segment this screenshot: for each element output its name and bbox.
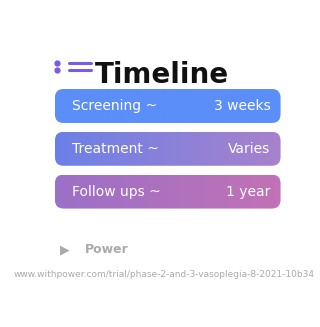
Text: 1 year: 1 year [226,184,271,198]
Text: Power: Power [84,243,128,256]
Text: 3 weeks: 3 weeks [214,99,271,113]
Text: ▶: ▶ [60,243,69,256]
Text: Treatment ~: Treatment ~ [72,142,159,156]
Text: Timeline: Timeline [95,60,229,89]
Text: Follow ups ~: Follow ups ~ [72,184,161,198]
Text: Varies: Varies [228,142,271,156]
Text: Screening ~: Screening ~ [72,99,157,113]
Text: www.withpower.com/trial/phase-2-and-3-vasoplegia-8-2021-10b34: www.withpower.com/trial/phase-2-and-3-va… [13,270,315,279]
